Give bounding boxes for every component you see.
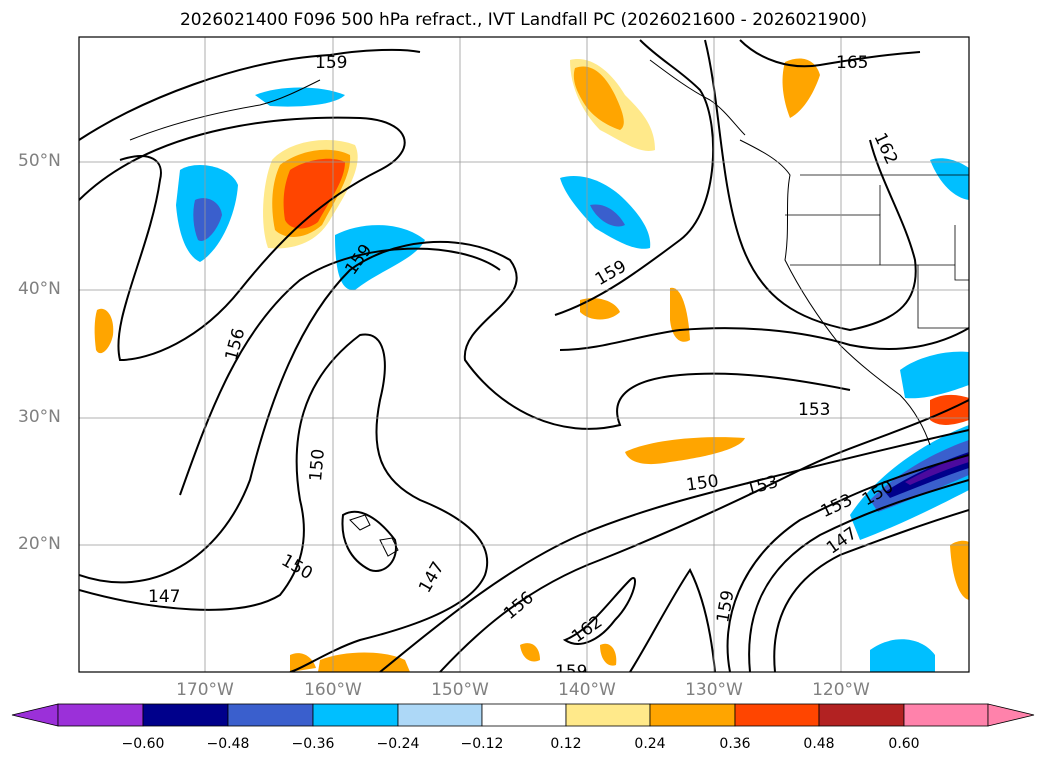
- contour-label: 153: [798, 400, 830, 420]
- contour-label-group: 159 165 162 156 159 159 153 150 153 150 …: [148, 53, 901, 682]
- colorbar: [11, 703, 1035, 727]
- state-borders: [785, 174, 969, 329]
- colorbar-tick: −0.48: [206, 736, 250, 752]
- colorbar-tick: −0.36: [291, 736, 335, 752]
- lon-tick: 170°W: [176, 680, 234, 700]
- contour-label: 159: [713, 589, 738, 624]
- colorbar-tick: −0.12: [460, 736, 504, 752]
- contour-label: 147: [148, 587, 180, 607]
- gridlines: [79, 37, 969, 672]
- coastlines: [129, 59, 931, 557]
- colorbar-tick: 0.60: [888, 736, 920, 752]
- lon-tick: 140°W: [558, 680, 616, 700]
- lat-tick: 50°N: [18, 151, 61, 171]
- contour-label: 150: [278, 551, 316, 585]
- lat-tick: 20°N: [18, 534, 61, 554]
- contour-lines: [79, 39, 969, 672]
- contour-label: 159: [315, 53, 347, 73]
- contour-label: 165: [836, 53, 868, 73]
- lon-tick: 150°W: [431, 680, 489, 700]
- contour-label: 147: [823, 523, 861, 558]
- contour-label: 150: [685, 471, 720, 495]
- colorbar-tick: 0.36: [719, 736, 751, 752]
- colorbar-tick: 0.12: [550, 736, 582, 752]
- colorbar-tick: 0.48: [803, 736, 835, 752]
- colorbar-extend-low: [11, 703, 59, 727]
- contour-label: 147: [415, 558, 449, 596]
- contour-label: 150: [306, 448, 329, 482]
- colorbar-extend-high: [987, 703, 1035, 727]
- negative-anomaly-shading: [176, 87, 969, 672]
- map-frame: [78, 36, 970, 673]
- contour-label: 159: [555, 662, 587, 682]
- lon-tick: 120°W: [812, 680, 870, 700]
- contour-label: 156: [222, 326, 250, 363]
- lon-tick: 160°W: [304, 680, 362, 700]
- lat-tick: 40°N: [18, 279, 61, 299]
- contour-label: 153: [818, 490, 856, 522]
- colorbar-tick: −0.24: [376, 736, 420, 752]
- contour-label: 159: [592, 256, 630, 290]
- lat-tick: 30°N: [18, 407, 61, 427]
- positive-anomaly-shading: [94, 58, 969, 672]
- contour-label: 153: [744, 472, 781, 500]
- colorbar-tick: −0.60: [121, 736, 165, 752]
- map-title: 2026021400 F096 500 hPa refract., IVT La…: [179, 10, 867, 30]
- colorbar-tick: 0.24: [634, 736, 666, 752]
- lon-tick: 130°W: [685, 680, 743, 700]
